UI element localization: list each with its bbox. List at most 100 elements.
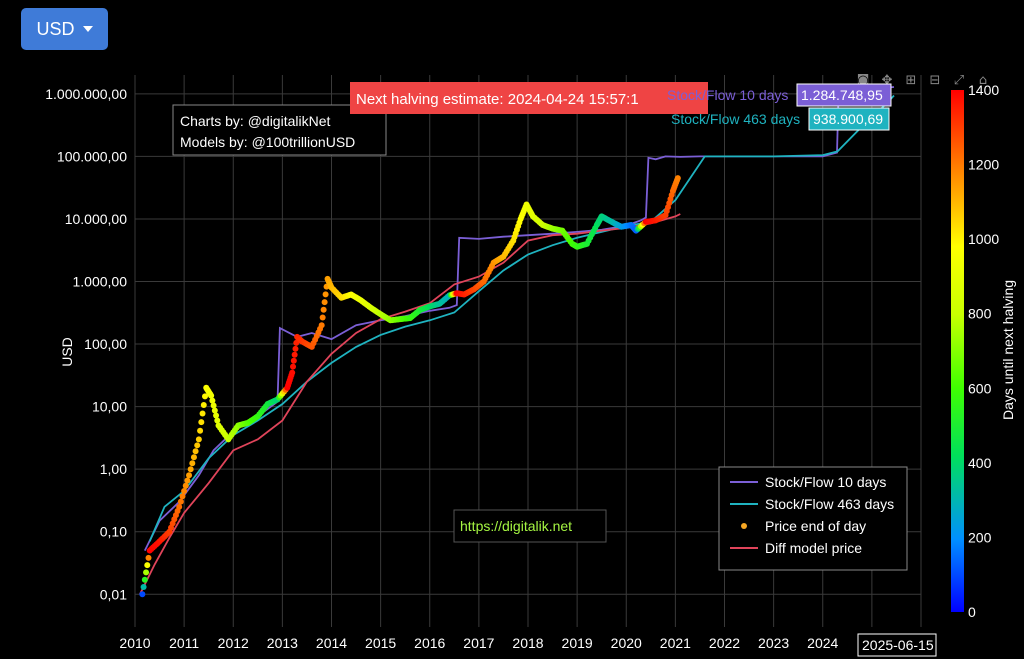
colorbar: 0 200 400 600 800 1000 1200 1400 Days until nex…: [951, 82, 1016, 620]
price-point: [189, 460, 196, 467]
price-point: [195, 436, 202, 443]
colorbar-tick: 600: [968, 380, 992, 396]
x-tick-label: 2015: [365, 635, 396, 651]
x-axis-ticks: 2010 2011 2012 2013 2014 2015 2016 2017 2018 2019…: [119, 635, 838, 651]
y-tick-label: 100.000,00: [57, 148, 127, 164]
price-point: [209, 397, 216, 404]
x-tick-label: 2013: [267, 635, 298, 651]
price-point: [139, 591, 146, 598]
hover-series-name: Stock/Flow 463 days: [671, 111, 800, 127]
colorbar-title: Days until next halving: [1000, 280, 1016, 420]
price-point: [197, 427, 204, 434]
price-point: [289, 369, 296, 376]
price-point: [211, 407, 218, 414]
watermark-link[interactable]: https://digitalik.net: [460, 518, 572, 534]
series-line: [148, 94, 895, 542]
price-point: [292, 345, 299, 352]
y-tick-label: 10,00: [92, 399, 127, 415]
price-point: [290, 357, 297, 364]
y-tick-label: 0,10: [100, 524, 127, 540]
zoom-out-icon[interactable]: ⊟: [929, 73, 941, 88]
price-point: [186, 472, 193, 479]
price-point: [182, 482, 189, 489]
price-point: [213, 412, 220, 419]
price-point: [194, 442, 201, 449]
currency-label: USD: [36, 18, 75, 39]
price-point: [143, 569, 150, 576]
hover-value: 1.284.748,95: [801, 87, 883, 103]
watermark-box[interactable]: https://digitalik.net: [453, 509, 607, 543]
price-point: [208, 392, 215, 399]
y-tick-label: 0,01: [100, 586, 127, 602]
halving-banner-text: Next halving estimate: 2024-04-24 15:57:…: [356, 91, 639, 108]
x-tick-label: 2019: [562, 635, 593, 651]
price-point: [177, 498, 184, 505]
y-tick-label: 1.000,00: [73, 274, 128, 290]
price-point: [322, 291, 329, 298]
colorbar-tick: 0: [968, 604, 976, 620]
x-tick-label: 2011: [169, 635, 199, 651]
y-tick-label: 10.000,00: [65, 211, 127, 227]
legend-label[interactable]: Stock/Flow 463 days: [765, 496, 894, 512]
colorbar-tick: 1200: [968, 157, 999, 173]
legend-label[interactable]: Diff model price: [765, 540, 862, 556]
hover-date-text: 2025-06-15: [862, 637, 934, 653]
colorbar-tick: 1400: [968, 82, 999, 98]
price-point: [318, 322, 325, 329]
legend: Stock/Flow 10 days Stock/Flow 463 days Pri…: [718, 466, 908, 571]
credits-line-2: Models by: @100trillionUSD: [180, 134, 355, 150]
price-point: [320, 306, 327, 313]
price-point: [200, 401, 207, 408]
x-tick-label: 2014: [316, 635, 347, 651]
reset-icon[interactable]: ⌂: [978, 73, 988, 88]
colorbar-tick: 200: [968, 529, 992, 545]
currency-dropdown[interactable]: USD: [21, 8, 108, 50]
price-point: [145, 554, 152, 561]
price-point: [674, 175, 681, 182]
y-axis-label: USD: [59, 337, 75, 367]
price-point: [291, 351, 298, 358]
legend-swatch: [741, 523, 747, 529]
series-lines: [139, 86, 895, 595]
legend-label[interactable]: Price end of day: [765, 518, 866, 534]
series-line: [139, 213, 681, 595]
x-tick-label: 2021: [660, 635, 691, 651]
price-point: [176, 503, 183, 510]
x-tick-label: 2024: [807, 635, 838, 651]
hover-value-box: [808, 107, 890, 131]
price-point: [290, 363, 297, 370]
zoom-in-icon[interactable]: ⊞: [905, 73, 917, 88]
price-point: [319, 314, 326, 321]
y-axis-ticks: 0,01 0,10 1,00 10,00 100,00 1.000,00 10.000,00…: [45, 86, 127, 602]
legend-label[interactable]: Stock/Flow 10 days: [765, 474, 886, 490]
price-point: [140, 584, 147, 591]
x-tick-label: 2016: [414, 635, 445, 651]
price-point: [144, 562, 151, 569]
price-point: [202, 393, 209, 400]
x-tick-label: 2022: [709, 635, 740, 651]
price-point: [199, 410, 206, 417]
pan-icon[interactable]: ✥: [881, 73, 893, 88]
x-tick-label: 2017: [463, 635, 494, 651]
price-point: [210, 402, 217, 409]
colorbar-tick: 800: [968, 306, 992, 322]
y-tick-label: 100,00: [84, 336, 127, 352]
credits-box: Charts by: @digitalikNet Models by: @100…: [172, 104, 387, 156]
price-point: [184, 477, 191, 484]
price-point: [141, 576, 148, 583]
halving-banner: Next halving estimate: 2024-04-24 15:57:…: [350, 82, 708, 114]
price-point: [198, 419, 205, 426]
price-point: [179, 493, 186, 500]
x-tick-label: 2020: [611, 635, 642, 651]
x-tick-label: 2010: [119, 635, 150, 651]
y-tick-label: 1,00: [100, 461, 127, 477]
price-point: [181, 488, 188, 495]
price-point: [192, 448, 199, 455]
price-point: [187, 466, 194, 473]
y-tick-label: 1.000.000,00: [45, 86, 127, 102]
hover-value-box: [796, 83, 892, 107]
autoscale-icon[interactable]: ⤢: [953, 73, 965, 88]
x-tick-label: 2023: [758, 635, 789, 651]
hover-value: 938.900,69: [813, 111, 883, 127]
